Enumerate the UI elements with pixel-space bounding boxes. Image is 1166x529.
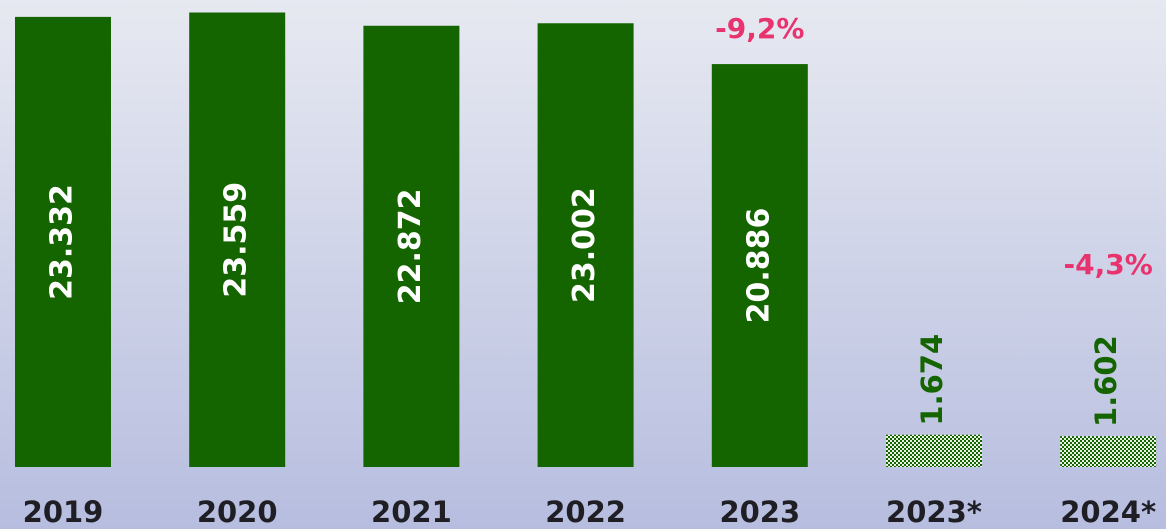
bar bbox=[711, 64, 808, 467]
value-label: 22.872 bbox=[393, 188, 428, 304]
value-label: 1.674 bbox=[915, 334, 949, 426]
value-label: 23.559 bbox=[219, 182, 254, 298]
x-tick-label: 2023* bbox=[886, 495, 982, 529]
bar bbox=[363, 25, 460, 468]
value-label: 1.602 bbox=[1089, 335, 1123, 427]
value-label: 23.002 bbox=[567, 187, 602, 303]
bar bbox=[1060, 436, 1157, 467]
bar bbox=[886, 434, 982, 467]
x-tick-label: 2019 bbox=[23, 495, 104, 529]
value-label: 23.332 bbox=[45, 184, 80, 300]
annotation: -9,2% bbox=[715, 12, 804, 45]
annotation: -4,3% bbox=[1064, 248, 1153, 281]
x-tick-label: 2024* bbox=[1060, 495, 1156, 529]
x-tick-label: 2022 bbox=[545, 495, 626, 529]
x-tick-label: 2023 bbox=[719, 495, 800, 529]
x-tick-label: 2020 bbox=[197, 495, 278, 529]
bar bbox=[189, 12, 286, 467]
value-label: 20.886 bbox=[741, 208, 776, 324]
x-tick-label: 2021 bbox=[371, 495, 452, 529]
bar bbox=[537, 23, 634, 468]
bar bbox=[15, 16, 111, 467]
